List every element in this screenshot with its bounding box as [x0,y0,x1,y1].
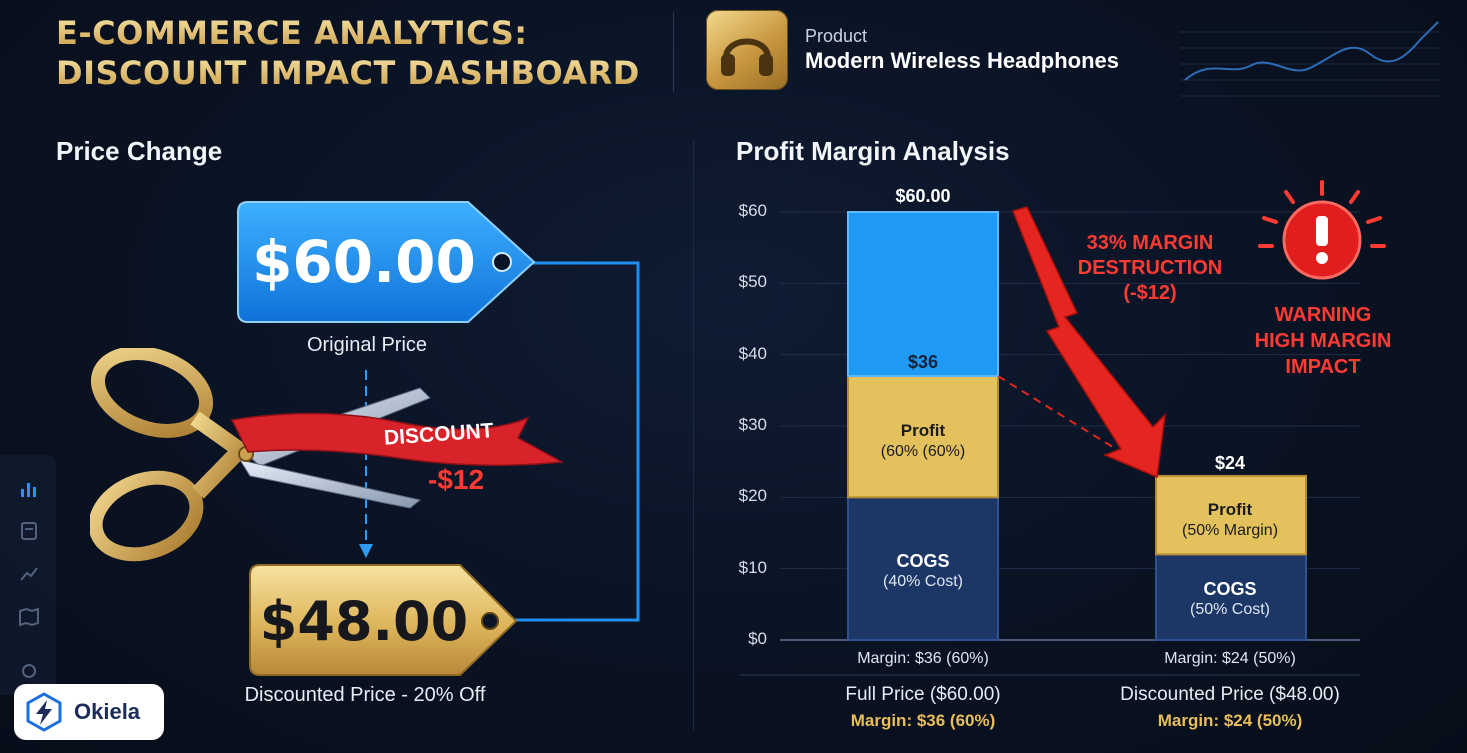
bar-segment [847,375,999,499]
annotation-line2: DESTRUCTION [1077,257,1223,279]
annotation-line3: (-$12) [1123,282,1177,304]
y-tick-label: $0 [748,629,767,648]
original-price-value: $60.00 [252,228,476,296]
bar1-cogs-sub: (40% Cost) [882,573,964,590]
y-tick-label: $50 [738,272,767,292]
lightning-shield-icon [26,692,62,732]
y-tick-label: $40 [738,343,767,363]
price-down-arrow [359,370,373,558]
price-change-title: Price Change [56,136,223,166]
y-tick-label: $60 [738,201,767,220]
discount-amount: -$12 [428,464,485,495]
original-price-label: Original Price [306,334,428,356]
warning-line3: IMPACT [1285,356,1361,378]
bar-chart-icon [21,483,36,497]
y-tick-label: $20 [738,486,767,506]
dashboard-title-line2: DISCOUNT IMPACT DASHBOARD [56,54,640,92]
bar1-inner-label: $36 [907,352,939,372]
bar2-cogs-name: COGS [1203,579,1257,599]
map-icon [19,607,39,627]
settings-icon [22,664,36,678]
bar-segment [847,496,999,642]
sidebar-item-trends[interactable] [18,563,40,585]
discounted-price-tag [249,564,518,676]
mini-trend-chart [1180,21,1440,97]
logo-text: Okiela [74,699,141,724]
okiela-logo: Okiela [14,684,164,740]
margin-drop-arrow [1011,206,1167,479]
bar2-total-label: $24 [1214,453,1246,473]
price-connector-line [510,261,640,622]
discounted-price-label: Discounted Price - 20% Off [244,684,486,706]
bar1-total-label: $60.00 [895,186,951,206]
original-price-tag [237,201,536,323]
warning-line2: HIGH MARGIN [1254,330,1392,352]
sidebar-item-reports[interactable] [18,520,40,542]
bar2-cogs-sub: (50% Cost) [1189,601,1271,618]
bar-segment [1155,553,1307,641]
y-tick-label: $30 [738,415,767,434]
bar-segment [1155,474,1307,556]
sidebar-item-settings[interactable] [18,660,40,682]
warning-alert-icon [1258,180,1386,280]
line-chart-icon [20,567,38,581]
bar1-profit-sub: (60% (60%) [880,443,966,460]
annotation-line1: 33% MARGIN [1086,232,1214,254]
bar1-cogs-name: COGS [896,551,950,571]
bar1-margin-text: Margin: $36 (60%) [857,650,989,667]
y-tick-label: $10 [738,557,767,577]
bar1-category-margin: Margin: $36 (60%) [850,711,996,730]
bar2-category-label: Discounted Price ($48.00) [1120,684,1340,705]
header-divider [673,12,674,92]
bar1-profit-name: Profit [900,421,946,440]
bar2-margin-text: Margin: $24 (50%) [1164,650,1296,667]
product-name: Modern Wireless Headphones [805,48,1119,73]
bar2-profit-name: Profit [1207,500,1253,519]
document-icon [21,522,37,540]
chart-title: Profit Margin Analysis [736,136,1010,166]
bar2-profit-sub: (50% Margin) [1181,522,1279,539]
dashboard-title-line1: E-COMMERCE ANALYTICS: [56,14,528,52]
section-divider [693,140,694,730]
headphones-icon [706,10,788,90]
warning-line1: WARNING [1274,304,1372,326]
sidebar-item-analytics[interactable] [18,478,40,500]
bar-segment [847,211,999,378]
bar1-category-label: Full Price ($60.00) [845,684,1001,705]
discount-ribbon [230,412,565,466]
discounted-price-value: $48.00 [259,590,469,653]
product-label: Product [805,26,868,46]
bar2-category-margin: Margin: $24 (50%) [1157,711,1303,730]
sidebar-item-map[interactable] [18,606,40,628]
